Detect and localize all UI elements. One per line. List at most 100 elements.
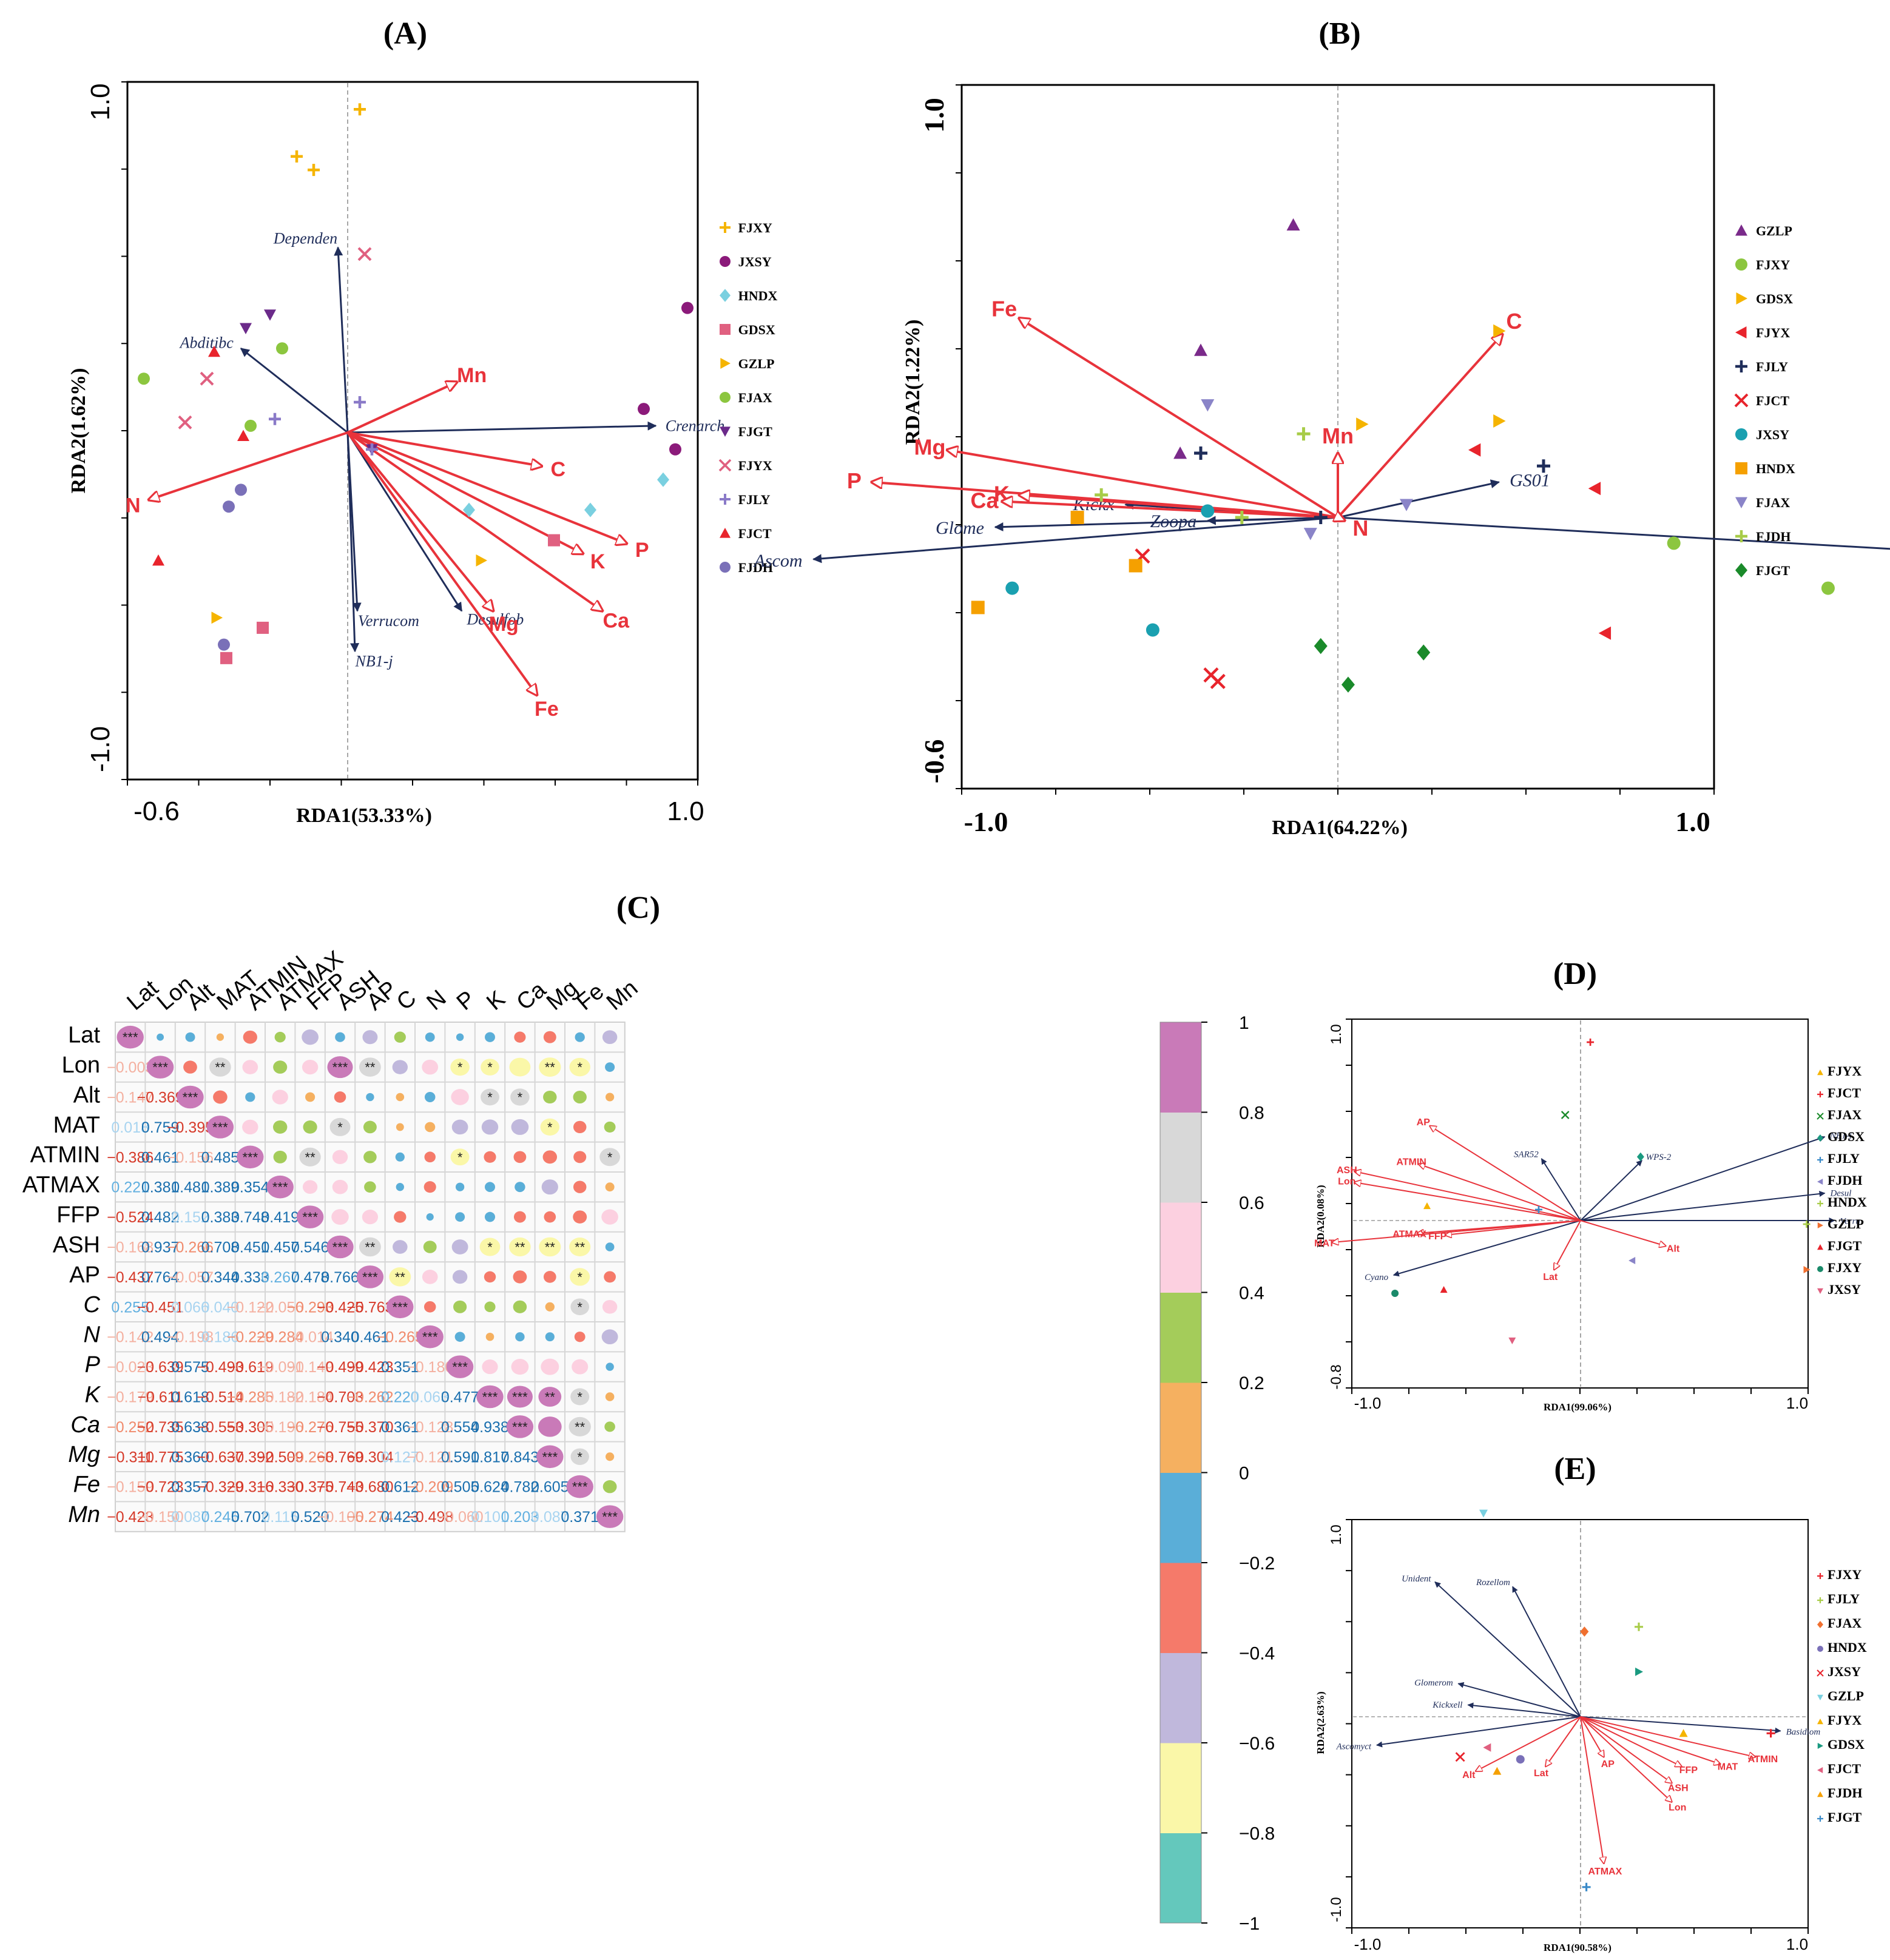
heatmap-value: 0.708 — [201, 1239, 240, 1256]
panel-E-title: (E) — [1554, 1452, 1596, 1486]
heatmap-significance: ** — [365, 1060, 376, 1075]
heatmap-value: −0.285 — [227, 1389, 274, 1406]
heatmap-ellipse — [484, 1271, 496, 1283]
heatmap-ellipse — [302, 1029, 319, 1045]
env-label: K — [590, 550, 606, 573]
heatmap-ellipse — [396, 1123, 404, 1131]
heatmap-value: 0.333 — [231, 1269, 269, 1286]
heatmap-value: −0.386 — [107, 1149, 154, 1166]
site-point — [1598, 626, 1612, 640]
site-point — [657, 472, 669, 487]
taxa-arrow — [346, 432, 360, 653]
taxa-arrow — [1376, 1716, 1581, 1748]
legend-marker — [1817, 1222, 1823, 1228]
heatmap-ellipse — [453, 1300, 467, 1313]
legend-label: FJLY — [1828, 1151, 1860, 1166]
heatmap-ellipse — [364, 1181, 376, 1193]
env-arrow — [1430, 1126, 1581, 1221]
heatmap-significance: *** — [302, 1210, 318, 1225]
legend-marker — [720, 358, 731, 369]
panel-A-xlabel: RDA1(53.33%) — [296, 804, 432, 827]
legend-label: JXSY — [738, 254, 772, 269]
colorbar: 1 0.8 0.6 0.4 0.2 0 −0.2 −0.4 −0.6 −0.8 −1 — [1159, 1013, 1275, 1934]
heatmap-value: 0.361 — [381, 1419, 419, 1436]
env-arrow — [347, 382, 457, 434]
heatmap-significance: ** — [545, 1390, 556, 1405]
env-label: Mg — [914, 434, 946, 459]
heatmap-ellipse — [510, 1088, 530, 1106]
legend-marker — [1817, 1157, 1823, 1163]
panel-C-title: (C) — [616, 891, 660, 925]
env-label: Mn — [1322, 423, 1354, 448]
site-point — [1803, 1221, 1811, 1228]
heatmap-value: −0.423 — [346, 1359, 393, 1376]
heatmap-value: 0.817 — [471, 1449, 509, 1466]
taxa-label: Kickxell — [1432, 1700, 1462, 1710]
colorbar-tick-label: 0.6 — [1239, 1193, 1264, 1213]
heatmap-significance: * — [577, 1299, 582, 1315]
panel-E-xlabel: RDA1(90.58%) — [1544, 1942, 1612, 1953]
heatmap-ellipse — [363, 1120, 377, 1134]
heatmap-ellipse — [157, 1033, 164, 1041]
taxa-label: Glome — [936, 518, 984, 538]
heatmap-ellipse — [605, 1242, 615, 1251]
heatmap-value: −0.423 — [107, 1509, 154, 1526]
site-point — [223, 500, 235, 513]
colorbar-segment — [1160, 1472, 1201, 1563]
env-label: Alt — [1667, 1244, 1680, 1254]
site-point — [1582, 1882, 1591, 1891]
site-point — [264, 309, 276, 321]
heatmap-value: 0.782 — [501, 1479, 539, 1496]
env-arrow — [1419, 1164, 1581, 1221]
heatmap-value: −0.735 — [137, 1419, 184, 1436]
heatmap-ellipse — [296, 1205, 324, 1228]
heatmap-ellipse — [513, 1270, 527, 1284]
legend-marker — [1735, 258, 1747, 271]
heatmap-ellipse — [396, 1093, 405, 1102]
heatmap-ellipse — [422, 1270, 438, 1284]
heatmap-ellipse — [570, 1388, 590, 1406]
heatmap-value: 0.340 — [321, 1329, 359, 1346]
heatmap-ellipse — [363, 1151, 377, 1164]
heatmap-ellipse — [602, 1299, 618, 1314]
heatmap-value: 0.152 — [171, 1209, 209, 1226]
heatmap-value: −0.142 — [107, 1329, 154, 1346]
panel-B-ylabel: RDA2(1.22%) — [902, 320, 924, 445]
heatmap-significance: *** — [392, 1299, 408, 1315]
colorbar-segment — [1160, 1202, 1201, 1293]
legend-label: FJGT — [1756, 563, 1790, 578]
panel-D-ylabel: RDA2(0.08%) — [1315, 1185, 1326, 1247]
heatmap-ellipse — [424, 1181, 436, 1193]
heatmap-col-label: K — [482, 986, 510, 1015]
heatmap-significance: *** — [482, 1390, 498, 1405]
heatmap-ellipse — [570, 1448, 589, 1465]
heatmap-significance: * — [577, 1390, 582, 1405]
taxa-arrow — [1467, 1702, 1581, 1717]
heatmap-ellipse — [605, 1093, 615, 1102]
site-point — [1203, 667, 1219, 683]
heatmap-value: −0.369 — [137, 1089, 184, 1106]
heatmap-value: −0.150 — [137, 1509, 184, 1526]
env-label: Ca — [603, 610, 630, 633]
site-point — [1314, 638, 1328, 655]
heatmap-value: 0.494 — [141, 1329, 180, 1346]
colorbar-segment — [1160, 1652, 1201, 1743]
heatmap-ellipse — [575, 1032, 585, 1042]
heatmap-ellipse — [216, 1033, 224, 1041]
site-point — [152, 554, 164, 566]
legend-label: GDSX — [1756, 291, 1793, 306]
heatmap-ellipse — [422, 1059, 439, 1075]
heatmap-ellipse — [484, 1301, 496, 1313]
heatmap-value: 0.618 — [171, 1389, 209, 1406]
heatmap-ellipse — [570, 1298, 590, 1316]
legend-marker — [1817, 1091, 1823, 1097]
site-point — [1535, 1206, 1542, 1213]
site-point — [1070, 511, 1084, 524]
legend-marker — [720, 528, 731, 538]
heatmap-value: 0.482 — [141, 1209, 180, 1226]
heatmap-ellipse — [539, 1237, 561, 1257]
heatmap-ellipse — [605, 1062, 615, 1072]
env-label: ASH — [1337, 1165, 1357, 1176]
panel-A-ylabel: RDA2(1.62%) — [67, 368, 90, 494]
legend-label: FJXY — [738, 220, 772, 235]
